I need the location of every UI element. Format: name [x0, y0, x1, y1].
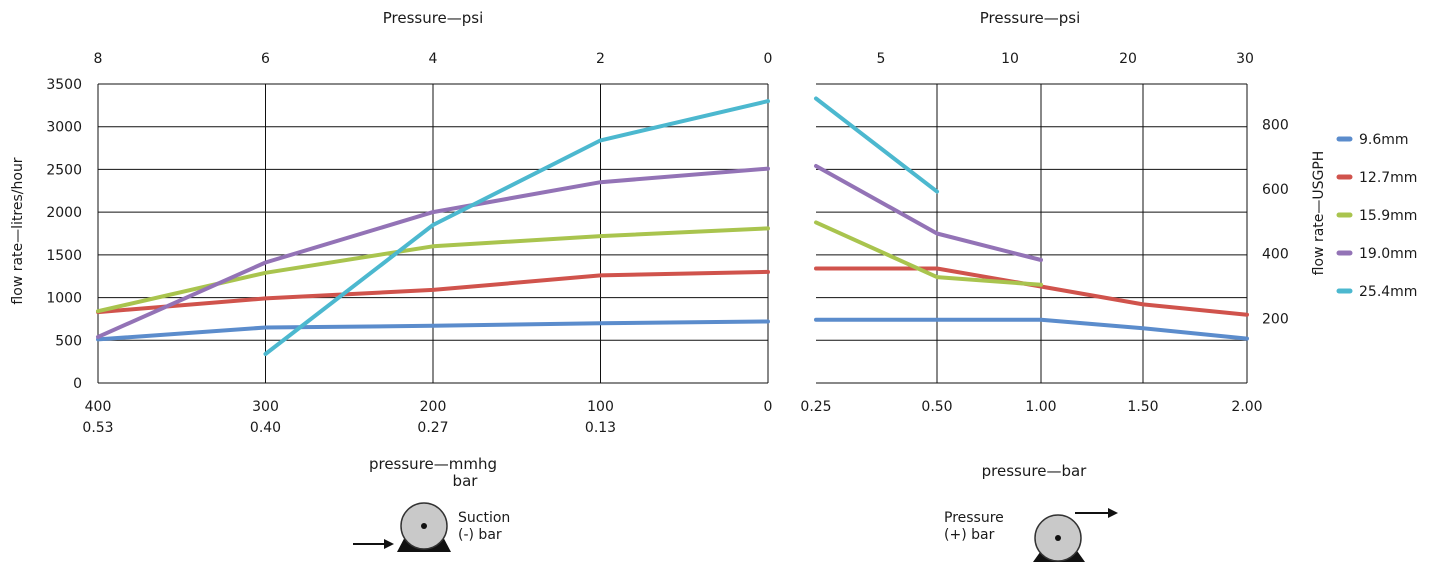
right-y2-tick-label: 200: [1262, 311, 1289, 327]
pressure-label: Pressure: [944, 510, 1004, 526]
left-x-tick-mmhg: 100: [587, 399, 614, 415]
left-y-tick-label: 2500: [46, 162, 82, 178]
right-y2-tick-label: 800: [1262, 117, 1289, 133]
legend-label: 19.0mm: [1359, 246, 1417, 262]
right-series-line-12.7mm: [814, 266, 1249, 317]
left-x-tick-mmhg: 300: [252, 399, 279, 415]
left-y-tick-label: 3000: [46, 120, 82, 136]
right-top-tick-label: 20: [1119, 51, 1137, 67]
left-x-tick-bar: 0.13: [585, 420, 616, 436]
right-series-line-15.9mm: [814, 220, 1043, 287]
suction-pump-icon: [353, 502, 451, 552]
legend-label: 12.7mm: [1359, 170, 1417, 186]
left-series-line-25.4mm: [263, 99, 770, 356]
right-top-tick-label: 5: [877, 51, 886, 67]
pressure-sublabel: (+) bar: [944, 527, 995, 543]
left-y-tick-label: 1500: [46, 248, 82, 264]
right-y-axis-title: flow rate—USGPH: [1311, 151, 1327, 276]
suction-label: Suction: [458, 510, 510, 526]
left-x-axis-title: pressure—mmhg: [369, 455, 497, 473]
left-top-tick-label: 4: [429, 51, 438, 67]
left-y-tick-label: 500: [55, 333, 82, 349]
legend-label: 25.4mm: [1359, 284, 1417, 300]
suction-sublabel: (-) bar: [458, 527, 502, 543]
right-top-tick-label: 30: [1236, 51, 1254, 67]
left-y-tick-label: 0: [73, 376, 82, 392]
left-series-line-19.0mm: [96, 166, 770, 339]
left-x-tick-mmhg: 200: [420, 399, 447, 415]
left-top-tick-label: 2: [596, 51, 605, 67]
left-x-tick-bar: 0.53: [82, 420, 113, 436]
left-y-tick-label: 2000: [46, 205, 82, 221]
left-x-tick-mmhg: 400: [85, 399, 112, 415]
left-top-tick-label: 8: [94, 51, 103, 67]
left-y-tick-label: 1000: [46, 291, 82, 307]
pressure-pump-icon: [1033, 508, 1118, 562]
left-series-line-12.7mm: [96, 269, 770, 315]
legend-label: 15.9mm: [1359, 208, 1417, 224]
right-x-tick-label: 1.50: [1127, 399, 1158, 415]
left-x-tick-bar: 0.40: [250, 420, 281, 436]
left-top-tick-label: 0: [764, 51, 773, 67]
legend-label: 9.6mm: [1359, 132, 1409, 148]
left-series-line-9.6mm: [96, 319, 770, 342]
right-x-tick-label: 0.25: [800, 399, 831, 415]
left-y-axis-title: flow rate—litres/hour: [10, 157, 26, 304]
right-series-line-25.4mm: [814, 96, 939, 194]
right-series-line-9.6mm: [814, 317, 1249, 341]
right-x-tick-label: 0.50: [921, 399, 952, 415]
left-top-axis-title: Pressure—psi: [383, 9, 484, 27]
right-x-tick-label: 1.00: [1025, 399, 1056, 415]
right-x-axis-title: pressure—bar: [982, 462, 1088, 480]
left-top-tick-label: 6: [261, 51, 270, 67]
right-top-axis-title: Pressure—psi: [980, 9, 1081, 27]
right-y2-tick-label: 400: [1262, 247, 1289, 263]
right-x-tick-label: 2.00: [1231, 399, 1262, 415]
right-series-line-19.0mm: [814, 164, 1043, 262]
left-x-tick-bar: 0.27: [417, 420, 448, 436]
left-x-tick-mmhg: 0: [764, 399, 773, 415]
legend: 9.6mm 12.7mm 15.9mm 19.0mm 25.4mm: [1336, 132, 1417, 300]
left-y-tick-label: 3500: [46, 77, 82, 93]
right-y2-tick-label: 600: [1262, 182, 1289, 198]
right-top-tick-label: 10: [1001, 51, 1019, 67]
left-x-axis-subtitle: bar: [453, 472, 479, 490]
